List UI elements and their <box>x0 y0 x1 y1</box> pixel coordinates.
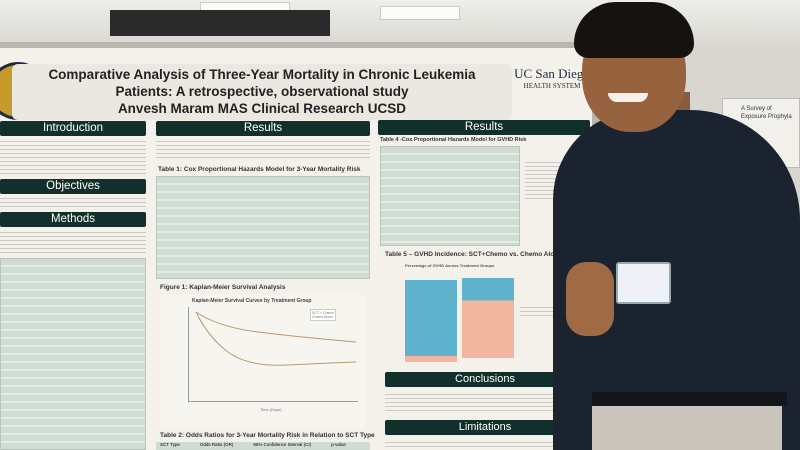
author-line: Anvesh Maram MAS Clinical Research UCSD <box>117 101 407 116</box>
poster-title: Comparative Analysis of Three-Year Morta… <box>12 64 512 120</box>
column-header: SCT Type <box>160 442 180 447</box>
bar-chart-title: Percentage of GVHD Across Treatment Grou… <box>405 263 495 268</box>
conclusions-text <box>385 392 585 414</box>
objectives-text <box>0 196 146 208</box>
wall-screen <box>110 10 330 36</box>
km-axes <box>188 307 358 402</box>
km-curve-chemo-alone <box>195 311 357 366</box>
results-header: Results <box>156 121 370 136</box>
poster-text: Exposure Prophyla <box>741 114 792 120</box>
id-badge <box>616 262 671 304</box>
limitations-text <box>385 440 585 450</box>
km-curves <box>195 311 357 366</box>
poster-text: A Survey of <box>741 106 772 112</box>
bar-chart-note <box>520 305 560 317</box>
person-hair <box>574 2 694 58</box>
km-xlabel: Time (Days) <box>260 407 282 412</box>
title-line: Comparative Analysis of Three-Year Morta… <box>48 67 476 82</box>
bar-chemo-alone <box>405 280 457 362</box>
column-header: 95% Confidence Interval (CI) <box>253 442 312 447</box>
results-text <box>156 139 370 161</box>
introduction-text <box>0 139 146 177</box>
methods-text <box>0 230 146 256</box>
table5-caption: Table 5 – GVHD Incidence: SCT+Chemo vs. … <box>385 251 562 258</box>
legend-item: Chemo Alone <box>312 315 334 319</box>
results-header-2: Results <box>378 120 590 135</box>
logo-text: UC San Diego <box>514 66 590 81</box>
column-header: Odds Ratio (OR) <box>199 442 234 447</box>
table2-caption: Table 2: Odds Ratios for 3-Year Mortalit… <box>160 432 375 439</box>
column-header: p-value <box>331 442 346 447</box>
person-smile <box>608 93 648 102</box>
thumbs-up-hand <box>566 262 614 336</box>
methods-table <box>0 258 146 450</box>
limitations-header: Limitations <box>385 420 585 435</box>
km-curve-sct-chemo <box>195 311 357 343</box>
introduction-header: Introduction <box>0 121 146 136</box>
person-belt <box>592 392 787 406</box>
conclusions-header: Conclusions <box>385 372 585 387</box>
title-line: Patients: A retrospective, observational… <box>115 84 409 99</box>
person-pants <box>592 398 782 450</box>
bar-sct-chemo <box>462 278 514 358</box>
table4 <box>380 146 520 246</box>
ucsd-logo: UC San Diego HEALTH SYSTEM <box>512 66 592 90</box>
methods-header: Methods <box>0 212 146 227</box>
table1-caption: Table 1: Cox Proportional Hazards Model … <box>158 166 361 173</box>
table2-header-row: SCT Type Odds Ratio (OR) 95% Confidence … <box>156 442 370 450</box>
logo-text: HEALTH SYSTEM <box>523 82 581 90</box>
legend-item: SCT + Chemo <box>312 311 335 315</box>
table4-caption: Table 4 -Cox Proportional Hazards Model … <box>380 137 527 143</box>
figure1-caption: Figure 1: Kaplan-Meier Survival Analysis <box>160 284 286 291</box>
km-chart: Kaplan-Meier Survival Curves by Treatmen… <box>160 295 365 427</box>
km-title: Kaplan-Meier Survival Curves by Treatmen… <box>192 298 312 304</box>
table1 <box>156 176 370 279</box>
km-legend: SCT + Chemo Chemo Alone <box>310 309 337 321</box>
objectives-header: Objectives <box>0 179 146 194</box>
ceiling-light <box>380 6 460 20</box>
